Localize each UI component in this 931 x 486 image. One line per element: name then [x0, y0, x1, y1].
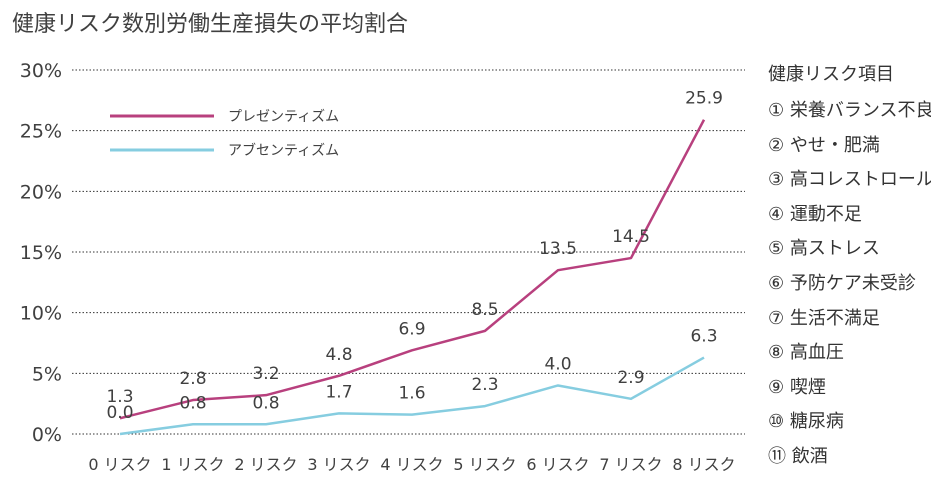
- risk-items-list: ① 栄養バランス不良 ② やせ・肥満 ③ 高コレストロール ④ 運動不足 ⑤ 高ストレス…: [768, 94, 931, 475]
- data-label: 4.0: [544, 354, 571, 374]
- data-label: 0.8: [179, 393, 206, 413]
- data-label: 6.3: [690, 327, 717, 347]
- risk-item: ① 栄養バランス不良: [768, 100, 931, 121]
- risk-item: ② やせ・肥満: [768, 134, 880, 156]
- data-label: 1.3: [106, 387, 133, 407]
- risk-item: ⑧ 高血圧: [768, 342, 844, 364]
- risk-item: ⑦ 生活不満足: [768, 307, 880, 329]
- risk-items-title: 健康リスク項目: [768, 64, 894, 85]
- data-label: 14.5: [612, 227, 650, 247]
- data-label: 1.6: [398, 384, 425, 404]
- data-label: 2.8: [179, 369, 206, 389]
- risk-item: ⑨ 喫煙: [768, 376, 826, 398]
- x-tick-label: 2 リスク: [234, 455, 297, 474]
- data-label: 3.2: [252, 364, 279, 384]
- data-label: 1.7: [325, 382, 352, 402]
- legend-label: アブセンティズム: [228, 142, 339, 159]
- data-label: 4.8: [325, 345, 352, 365]
- series-line-absenteeism: [119, 356, 705, 436]
- line-chart: 0% 5% 10% 15% 20% 25% 30% 0 リスク 1 リスク 2 リスク 3 リスク 4…: [20, 60, 745, 474]
- risk-item: ⑩ 糖尿病: [768, 411, 844, 433]
- data-label: 0.8: [252, 393, 279, 413]
- y-tick-label: 20%: [20, 181, 62, 203]
- chart-title: 健康リスク数別労働生産損失の平均割合: [12, 12, 409, 37]
- risk-items-panel: 健康リスク項目 ① 栄養バランス不良 ② やせ・肥満 ③ 高コレストロール ④ 運動不…: [768, 60, 931, 475]
- risk-item: ⑤ 高ストレス: [768, 238, 880, 260]
- y-tick-label: 30%: [20, 60, 62, 82]
- risk-item: ④ 運動不足: [768, 203, 862, 225]
- risk-item: ⑪ 飲酒: [768, 445, 828, 467]
- series-line-presenteeism: [119, 119, 706, 420]
- data-label: 0.0: [106, 403, 133, 423]
- data-label: 8.5: [471, 300, 498, 320]
- legend-label: プレゼンティズム: [228, 109, 339, 125]
- x-tick-label: 6 リスク: [526, 455, 589, 474]
- x-tick-label: 7 リスク: [599, 455, 662, 474]
- x-tick-label: 1 リスク: [161, 455, 224, 474]
- data-label: 13.5: [539, 239, 577, 259]
- y-tick-label: 25%: [20, 121, 62, 143]
- x-tick-label: 0 リスク: [88, 455, 151, 474]
- y-tick-label: 0%: [32, 424, 62, 446]
- data-label: 25.9: [685, 89, 723, 109]
- y-tick-label: 10%: [20, 303, 62, 325]
- y-tick-label: 15%: [20, 242, 62, 264]
- x-tick-label: 5 リスク: [453, 455, 516, 474]
- data-label: 2.9: [617, 368, 644, 388]
- data-label: 6.9: [398, 319, 425, 339]
- x-tick-label: 4 リスク: [380, 455, 443, 474]
- x-tick-label: 3 リスク: [307, 455, 370, 474]
- y-tick-label: 5%: [32, 363, 62, 385]
- x-tick-label: 8 リスク: [672, 455, 735, 474]
- risk-item: ③ 高コレストロール: [768, 169, 931, 191]
- risk-item: ⑥ 予防ケア未受診: [768, 272, 916, 294]
- data-label: 2.3: [471, 375, 498, 395]
